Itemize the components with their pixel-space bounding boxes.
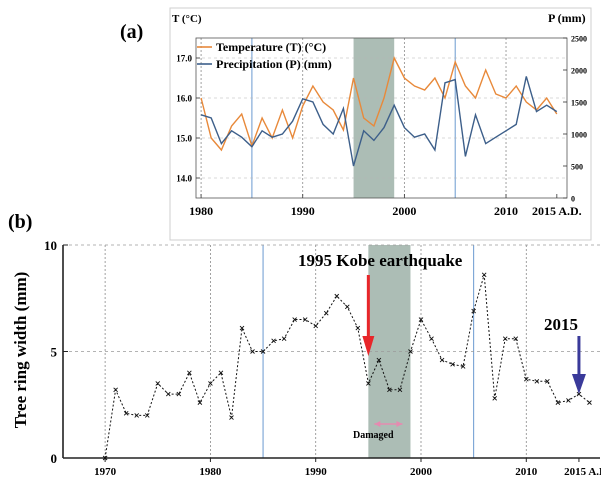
panel-a-right-tick-label: 2500	[571, 35, 587, 44]
legend-precipitation-label: Precipitation (P) (mm)	[216, 57, 332, 71]
panel-a-frame	[169, 7, 592, 241]
panel-a-plot: 14.0 15.0 16.0 17.0 0 500 1000 1500 2000 2500 1980…	[176, 35, 587, 219]
series-line-precipitation	[200, 76, 558, 167]
panel-b-label: (b)	[8, 211, 32, 233]
tree-ring-point	[334, 293, 340, 299]
tree-ring-point	[292, 317, 297, 322]
panel-a-shaded-period	[353, 38, 395, 198]
damaged-annotation: Damaged	[353, 430, 394, 441]
tree-ring-point	[439, 357, 445, 363]
panel-a-x-tick-label: 1990	[291, 204, 315, 218]
tree-ring-point	[197, 400, 203, 405]
tree-ring-point	[113, 387, 118, 393]
damaged-arrow-head-right	[396, 421, 403, 427]
panel-b-x-tick-label: 2000	[410, 466, 433, 478]
panel-a-left-tick-label: 15.0	[176, 134, 192, 144]
panel-a-legend: Temperature (T) (°C) Precipitation (P) (…	[197, 40, 332, 71]
tree-ring-point	[218, 370, 224, 376]
tree-ring-point	[250, 349, 255, 354]
tree-ring-point	[302, 317, 308, 322]
tree-ring-point	[408, 349, 413, 354]
quake-arrow-head	[362, 336, 375, 356]
tree-ring-point	[313, 323, 319, 329]
tree-ring-point	[450, 361, 455, 367]
panel-a-right-tick-label: 1000	[571, 131, 587, 140]
tree-ring-point	[134, 413, 140, 418]
panel-a-right-axis-title: P (mm)	[548, 11, 586, 25]
tree-ring-point	[460, 364, 466, 369]
panel-a-x-tick-label: 1980	[189, 204, 213, 218]
tree-ring-point	[344, 304, 350, 310]
tree-ring-point	[366, 381, 371, 386]
tree-ring-point	[513, 336, 519, 342]
tree-ring-point	[323, 310, 329, 316]
tree-ring-point	[481, 272, 487, 278]
panel-b-x-tick-label: 1990	[305, 466, 328, 478]
tree-ring-point	[429, 336, 434, 342]
tree-ring-point	[176, 391, 182, 397]
tree-ring-point	[523, 376, 529, 382]
tree-ring-point	[502, 336, 508, 342]
panel-a-axes	[195, 37, 568, 199]
panel-b-y-tick-label: 5	[51, 345, 58, 360]
tree-ring-point	[260, 349, 266, 354]
panel-b-y-tick-label: 0	[51, 451, 58, 466]
tree-ring-point	[376, 357, 382, 363]
tree-ring-point	[555, 400, 561, 405]
panel-a-label: (a)	[120, 21, 143, 43]
panel-a-left-tick-label: 17.0	[176, 54, 192, 64]
legend-temperature-label: Temperature (T) (°C)	[216, 40, 326, 54]
tree-ring-point	[545, 379, 550, 384]
tree-ring-point	[102, 455, 108, 461]
tree-ring-point	[155, 381, 161, 386]
tree-ring-point	[534, 379, 540, 384]
panel-b-x-tick-label: 2010	[515, 466, 538, 478]
panel-b: (b) Tree ring width (mm) 0 5 10 1970 1980 199…	[8, 211, 601, 478]
year-arrow-head	[571, 374, 586, 394]
panel-a-right-tick-label: 1500	[571, 99, 587, 108]
tree-ring-point	[355, 325, 361, 331]
tree-ring-point	[123, 410, 129, 416]
panel-a-right-tick-label: 2000	[571, 67, 587, 76]
tree-ring-point	[587, 400, 592, 405]
panel-b-y-tick-label: 10	[44, 238, 57, 253]
tree-ring-point	[187, 370, 192, 376]
tree-ring-point	[492, 396, 498, 401]
damaged-arrow-head-left	[374, 421, 381, 427]
panel-a-left-tick-label: 14.0	[176, 174, 192, 184]
year-annotation: 2015	[544, 315, 578, 334]
quake-annotation: 1995 Kobe earthquake	[298, 251, 463, 270]
tree-ring-point	[418, 317, 424, 322]
panel-b-x-tick-label: 2015 A.D.	[564, 466, 601, 478]
panel-a-right-tick-label: 500	[571, 163, 583, 172]
panel-a-x-tick-label: 2000	[392, 204, 416, 218]
tree-ring-point	[576, 391, 582, 397]
tree-ring-point	[271, 338, 276, 344]
panel-a-left-tick-label: 16.0	[176, 94, 192, 104]
tree-ring-point	[144, 413, 150, 418]
panel-b-plot: 0 5 10 1970 1980 1990 2000 2010 2015 A.D.	[44, 238, 601, 478]
series-line-temperature	[200, 56, 558, 152]
panel-a-right-tick-label: 0	[571, 195, 575, 204]
tree-ring-line	[104, 274, 590, 459]
tree-ring-point	[397, 387, 403, 393]
panel-b-ylabel: Tree ring width (mm)	[11, 272, 30, 429]
panel-a-left-axis-title: T (°C)	[172, 13, 202, 25]
tree-ring-point	[566, 398, 571, 403]
tree-ring-point	[387, 387, 392, 393]
tree-ring-point	[229, 415, 234, 420]
panel-a: (a) T (°C) P (mm) 14.0 15.0 16.0 17.0 0 500 10…	[120, 7, 592, 241]
panel-b-x-tick-label: 1970	[94, 466, 117, 478]
tree-ring-point	[281, 336, 287, 342]
panel-b-x-tick-label: 1980	[199, 466, 222, 478]
tree-ring-point	[208, 381, 213, 386]
tree-ring-point	[471, 308, 476, 314]
panel-a-x-tick-label: 2015 A.D.	[532, 204, 582, 218]
panel-a-x-tick-label: 2010	[494, 204, 518, 218]
tree-ring-point	[239, 325, 245, 331]
tree-ring-point	[165, 391, 171, 397]
